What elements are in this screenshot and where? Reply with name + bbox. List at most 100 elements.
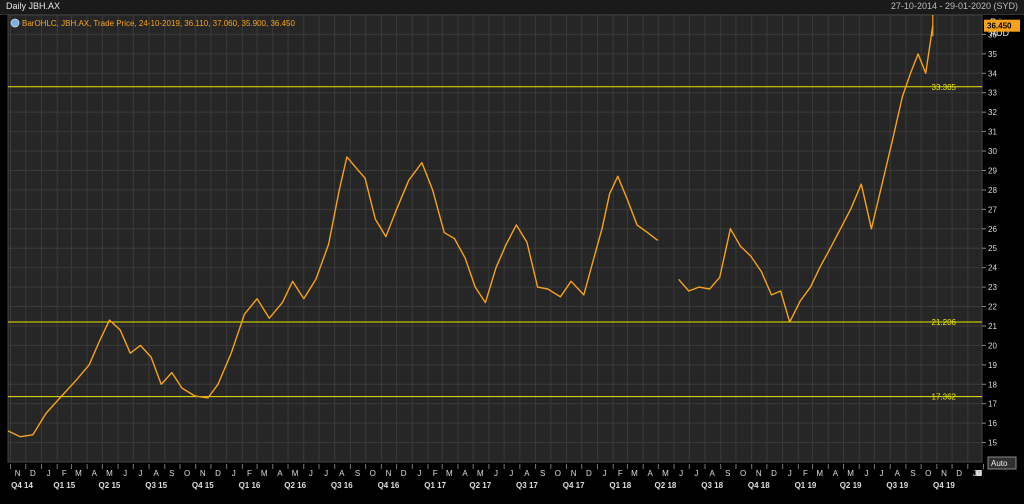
y-tick-label: 17 bbox=[988, 400, 997, 409]
price-series bbox=[7, 15, 934, 438]
y-tick-label: 36 bbox=[988, 30, 997, 39]
month-label: M bbox=[847, 469, 854, 478]
y-tick-label: 24 bbox=[988, 264, 997, 273]
month-label: M bbox=[976, 469, 983, 478]
month-label: A bbox=[833, 469, 839, 478]
month-label: F bbox=[62, 469, 67, 478]
quarter-label: Q4 18 bbox=[748, 481, 770, 490]
y-tick-label: 23 bbox=[988, 283, 997, 292]
month-label: N bbox=[386, 469, 392, 478]
y-tick-label: 29 bbox=[988, 166, 997, 175]
y-tick-label: 26 bbox=[988, 225, 997, 234]
price-chart[interactable]: BarOHLC, JBH.AX, Trade Price, 24-10-2019… bbox=[0, 15, 1024, 504]
quarter-label: Q4 15 bbox=[192, 481, 214, 490]
quarter-label: Q4 16 bbox=[378, 481, 400, 490]
month-label: D bbox=[586, 469, 592, 478]
y-tick-label: 21 bbox=[988, 322, 997, 331]
month-label: J bbox=[694, 469, 698, 478]
last-price-badge-bg bbox=[984, 19, 1020, 32]
month-label: N bbox=[15, 469, 21, 478]
y-axis-title-currency: AUD bbox=[990, 28, 1010, 38]
month-label: A bbox=[153, 469, 159, 478]
y-tick-label: 35 bbox=[988, 50, 997, 59]
y-tick-label: 16 bbox=[988, 419, 997, 428]
level-label: 33.305 bbox=[932, 83, 957, 92]
quarter-label: Q1 19 bbox=[795, 481, 817, 490]
month-label: N bbox=[976, 469, 982, 478]
month-label: N bbox=[200, 469, 206, 478]
chart-title: Daily JBH.AX bbox=[6, 1, 61, 11]
month-label: J bbox=[138, 469, 142, 478]
y-tick-label: 20 bbox=[988, 341, 997, 350]
month-label: J bbox=[47, 469, 51, 478]
month-label: D bbox=[956, 469, 962, 478]
month-label: O bbox=[555, 469, 561, 478]
y-tick-label: 33 bbox=[988, 89, 997, 98]
month-label: M bbox=[816, 469, 823, 478]
quarter-label: Q3 17 bbox=[516, 481, 538, 490]
month-label: J bbox=[603, 469, 607, 478]
month-label: M bbox=[976, 469, 983, 478]
y-tick-label: 32 bbox=[988, 108, 997, 117]
month-label: J bbox=[494, 469, 498, 478]
month-label: S bbox=[169, 469, 174, 478]
last-price-badge: 36.450 bbox=[984, 19, 1020, 32]
quarter-label: Q3 18 bbox=[701, 481, 723, 490]
month-label: D bbox=[401, 469, 407, 478]
month-label: S bbox=[540, 469, 545, 478]
auto-button-label[interactable]: Auto bbox=[991, 459, 1008, 468]
month-label: J bbox=[788, 469, 792, 478]
month-label: D bbox=[30, 469, 36, 478]
quarter-label: Q2 17 bbox=[469, 481, 491, 490]
legend: BarOHLC, JBH.AX, Trade Price, 24-10-2019… bbox=[10, 18, 295, 28]
x-axis bbox=[8, 464, 982, 488]
month-label: A bbox=[462, 469, 468, 478]
quarter-label: Q1 15 bbox=[53, 481, 75, 490]
month-label: J bbox=[309, 469, 313, 478]
date-range: 27-10-2014 - 29-01-2020 (SYD) bbox=[890, 1, 1018, 11]
legend-settings-icon[interactable] bbox=[10, 18, 20, 28]
y-tick-label: 18 bbox=[988, 380, 997, 389]
quarter-label: Q2 19 bbox=[840, 481, 862, 490]
quarter-label: Q2 18 bbox=[655, 481, 677, 490]
y-tick-label: 28 bbox=[988, 186, 997, 195]
month-label: O bbox=[925, 469, 931, 478]
month-label: A bbox=[524, 469, 530, 478]
month-label: F bbox=[433, 469, 438, 478]
quarter-label: Q2 15 bbox=[99, 481, 121, 490]
month-label: F bbox=[247, 469, 252, 478]
month-label: F bbox=[977, 469, 982, 478]
month-label: M bbox=[75, 469, 82, 478]
month-label: S bbox=[355, 469, 360, 478]
month-label: A bbox=[976, 469, 982, 478]
month-label: O bbox=[740, 469, 746, 478]
y-tick-label: 25 bbox=[988, 244, 997, 253]
y-tick-label: 19 bbox=[988, 361, 997, 370]
plot-area[interactable] bbox=[7, 15, 983, 463]
month-label: J bbox=[123, 469, 127, 478]
horizontal-gridlines bbox=[8, 33, 986, 444]
month-label: J bbox=[417, 469, 421, 478]
month-label: O bbox=[976, 469, 982, 478]
quarter-label: Q2 16 bbox=[284, 481, 306, 490]
quarter-label: Q4 17 bbox=[563, 481, 585, 490]
quarter-label: Q1 17 bbox=[424, 481, 446, 490]
month-label: J bbox=[973, 469, 977, 478]
month-label: A bbox=[92, 469, 98, 478]
month-label: M bbox=[662, 469, 669, 478]
month-label: F bbox=[618, 469, 623, 478]
month-label: J bbox=[679, 469, 683, 478]
quarter-label: Q3 19 bbox=[886, 481, 908, 490]
month-label: F bbox=[803, 469, 808, 478]
month-label: O bbox=[370, 469, 376, 478]
quarter-label: Q1 18 bbox=[609, 481, 631, 490]
month-label: M bbox=[477, 469, 484, 478]
y-tick-labels: 15 16 17 18 19 20 21 22 23 24 25 26 27 28 29 30 31 32 33 34… bbox=[988, 30, 997, 447]
month-label: J bbox=[864, 469, 868, 478]
month-label: M bbox=[292, 469, 299, 478]
auto-scale-button[interactable]: Auto bbox=[987, 456, 1017, 470]
quarter-labels: Q4 14 Q1 15 Q2 15 Q3 15 Q4 15 Q1 16 Q2 16 Q3 16… bbox=[11, 481, 955, 490]
y-tick-label: 34 bbox=[988, 69, 997, 78]
horizontal-levels bbox=[8, 86, 982, 398]
